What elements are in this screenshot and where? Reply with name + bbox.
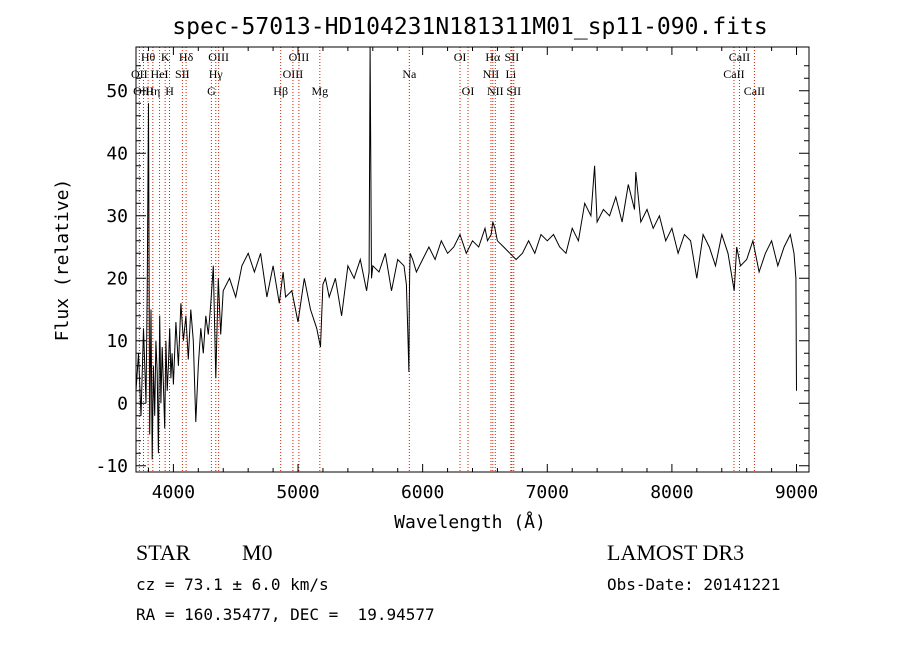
line-label-22: Li (506, 67, 517, 81)
line-label-1: OII (131, 67, 148, 81)
object-type: STAR (136, 540, 191, 565)
axis-ticks (136, 47, 809, 472)
tick-labels: 4000 5000 6000 7000 8000 9000 -10 0 10 20 30 40 50 (95, 81, 818, 503)
observation-date: Obs-Date: 20141221 (607, 575, 781, 594)
line-label-4: H (165, 84, 174, 98)
line-label-7: SII (175, 67, 190, 81)
redshift-velocity: cz = 73.1 ± 6.0 km/s (136, 575, 329, 594)
line-label-21: NII (487, 84, 504, 98)
y-tick-label-0: -10 (95, 456, 128, 477)
plot-frame (135, 46, 810, 473)
line-label-19: NII (483, 67, 500, 81)
y-axis-label: Flux (relative) (52, 179, 73, 342)
line-label-16: Na (402, 67, 417, 81)
line-label-10: Hγ (209, 67, 224, 81)
x-axis-label: Wavelength (Å) (394, 511, 546, 533)
x-tick-label-1: 5000 (276, 482, 319, 503)
line-label-0: Hθ (141, 50, 156, 64)
line-label-18: OI (462, 84, 475, 98)
line-label-11: G (207, 84, 216, 98)
line-label-15: Mg (311, 84, 328, 98)
x-tick-label-3: 7000 (526, 482, 569, 503)
coordinates: RA = 160.35477, DEC = 19.94577 (136, 605, 435, 624)
x-tick-label-2: 6000 (401, 482, 444, 503)
line-label-17: OI (454, 50, 467, 64)
line-label-23: SII (505, 50, 520, 64)
spectrum-line-0 (135, 46, 797, 460)
chart-title: spec-57013-HD104231N181311M01_sp11-090.f… (172, 14, 767, 40)
y-tick-label-5: 40 (106, 143, 128, 164)
x-tick-label-5: 9000 (775, 482, 818, 503)
line-label-5: Hη (145, 84, 160, 98)
line-label-26: CaII (729, 50, 750, 64)
subclass: M0 (242, 540, 273, 565)
line-label-20: Hα (485, 50, 501, 64)
spectrum-series (135, 46, 797, 460)
line-label-25: CaII (723, 67, 744, 81)
survey-name: LAMOST DR3 (607, 540, 745, 565)
x-tick-label-4: 8000 (650, 482, 693, 503)
y-tick-label-2: 10 (106, 331, 128, 352)
line-label-9: OIII (208, 50, 229, 64)
line-label-24: SII (506, 84, 521, 98)
y-tick-label-4: 30 (106, 206, 128, 227)
line-label-27: CaII (744, 84, 765, 98)
x-tick-label-0: 4000 (152, 482, 195, 503)
line-label-14: OIII (289, 50, 310, 64)
line-label-13: OIII (283, 67, 304, 81)
line-label-12: Hβ (273, 84, 288, 98)
y-tick-label-3: 20 (106, 268, 128, 289)
y-tick-label-1: 0 (117, 393, 128, 414)
line-label-6: HeI (151, 67, 169, 81)
y-tick-label-6: 50 (106, 81, 128, 102)
line-label-3: K (161, 50, 170, 64)
line-label-8: Hδ (179, 50, 194, 64)
